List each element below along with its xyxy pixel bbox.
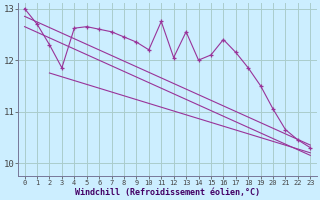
X-axis label: Windchill (Refroidissement éolien,°C): Windchill (Refroidissement éolien,°C) xyxy=(75,188,260,197)
